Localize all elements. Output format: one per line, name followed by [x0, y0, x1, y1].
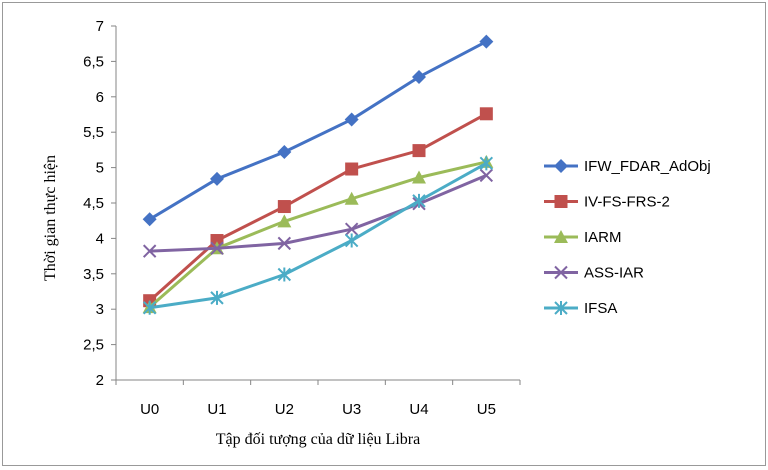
y-axis-title: Thời gian thực hiện [42, 155, 59, 281]
data-point [554, 159, 568, 173]
y-tick-label: 7 [96, 18, 104, 35]
y-tick-label: 3,5 [83, 266, 104, 283]
data-point [142, 212, 157, 227]
x-tick-label: U5 [477, 401, 496, 418]
data-point [412, 69, 426, 84]
data-point [210, 171, 224, 186]
legend-item: IARM [544, 229, 622, 246]
legend-item: IV-FS-FRS-2 [544, 194, 670, 211]
data-point [479, 156, 494, 171]
y-tick-label: 6,5 [83, 53, 104, 70]
y-tick-label: 3 [96, 301, 104, 318]
axes: 2 2,5 3 3,5 4 4,5 5 5,5 6 6,5 7 U0 U1 U2 U3 U4 U5 [83, 18, 521, 418]
series-0 [142, 34, 494, 227]
legend-item: ASS-IAR [544, 265, 644, 282]
legend-item: IFSA [544, 300, 617, 317]
data-point [412, 193, 426, 208]
series-layer [142, 34, 494, 315]
data-point [554, 195, 568, 208]
data-point [479, 34, 494, 49]
series-line [148, 160, 487, 309]
legend-label: IV-FS-FRS-2 [584, 194, 670, 211]
data-point [344, 191, 359, 205]
legend-label: IFW_FDAR_AdObj [584, 158, 711, 175]
x-tick-label: U4 [409, 401, 428, 418]
y-tick-label: 4,5 [83, 195, 104, 212]
legend-label: ASS-IAR [584, 265, 644, 282]
y-tick-label: 5,5 [83, 124, 104, 141]
y-tick-label: 5 [96, 160, 104, 177]
legend-label: IARM [584, 229, 622, 246]
y-tick-label: 4 [96, 230, 104, 247]
y-tick-label: 6 [96, 89, 104, 106]
data-point [277, 236, 292, 251]
data-point [142, 244, 157, 258]
data-point [277, 267, 292, 282]
data-point [344, 112, 359, 127]
series-4 [142, 156, 494, 315]
data-point [412, 170, 426, 184]
y-tick-label: 2,5 [83, 337, 104, 354]
data-point [554, 265, 568, 280]
series-1 [143, 107, 493, 308]
x-tick-label: U3 [342, 401, 361, 418]
data-point [479, 107, 493, 121]
data-point [277, 145, 292, 160]
data-point [210, 241, 224, 256]
data-point [210, 290, 224, 305]
y-tick-label: 2 [96, 372, 104, 389]
data-point [277, 200, 291, 214]
data-point [554, 301, 568, 315]
data-point [277, 214, 292, 228]
series-line [149, 162, 488, 310]
x-axis-title: Tập đối tượng của dữ liệu Libra [216, 431, 420, 448]
data-point [479, 168, 494, 183]
legend-label: IFSA [584, 300, 617, 317]
series-line [148, 40, 488, 221]
series-line [148, 112, 488, 302]
series-3 [142, 168, 494, 258]
data-point [344, 222, 359, 236]
series-line [149, 174, 487, 253]
x-tick-label: U2 [275, 401, 294, 418]
data-point [412, 144, 426, 158]
data-point [554, 230, 568, 243]
legend-item: IFW_FDAR_AdObj [544, 158, 711, 175]
legend: IFW_FDAR_AdObj IV-FS-FRS-2 IARM ASS-IAR IFSA [544, 158, 711, 317]
x-tick-label: U0 [140, 401, 159, 418]
x-tick-label: U1 [207, 401, 226, 418]
data-point [345, 162, 359, 176]
data-point [344, 233, 359, 248]
data-point [142, 300, 157, 315]
